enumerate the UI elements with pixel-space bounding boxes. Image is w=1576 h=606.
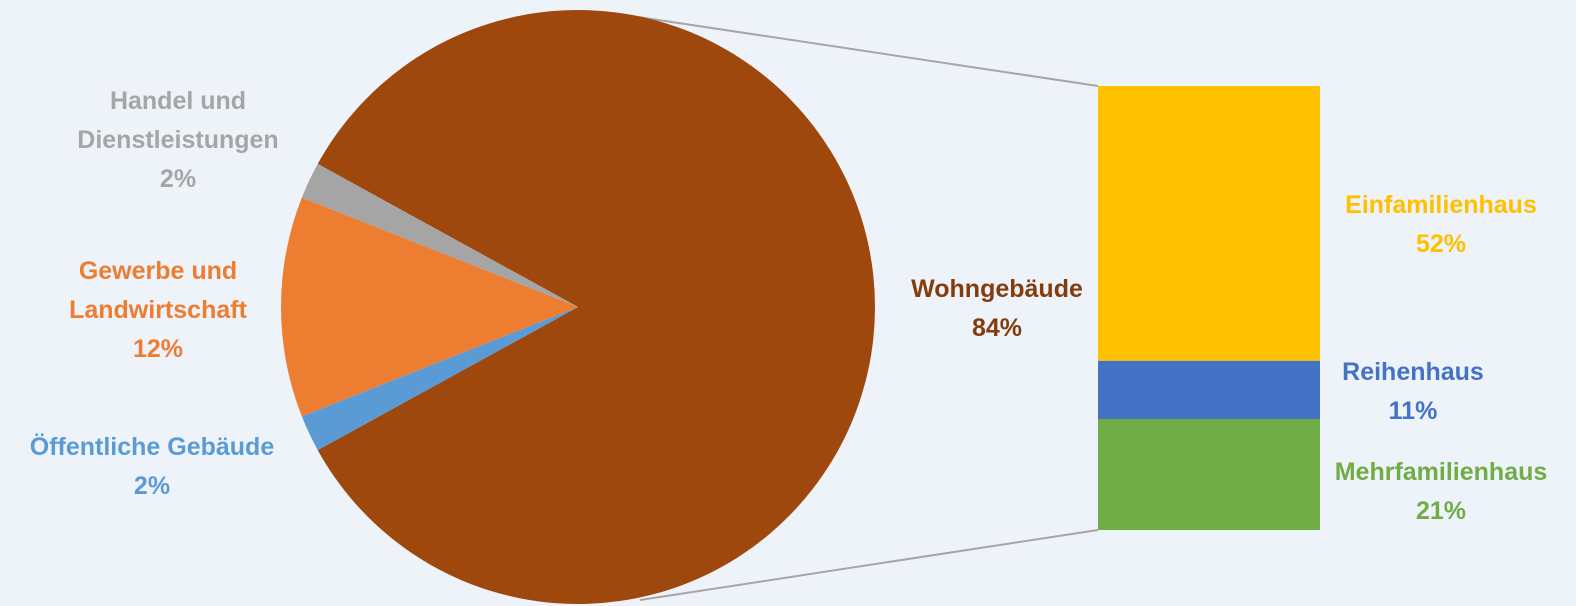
value-label: 11% <box>1388 397 1438 425</box>
data-label: Einfamilienhaus 52% <box>1291 186 1576 264</box>
value-label: 52% <box>1415 230 1467 258</box>
category-label: Handel und Dienstleistungen <box>77 87 279 154</box>
value-label: 12% <box>132 335 184 363</box>
pie-slice <box>301 307 578 451</box>
value-label: 84% <box>971 314 1023 342</box>
pie-slice <box>280 197 578 417</box>
data-label: Reihenhaus 11% <box>1263 353 1563 431</box>
value-label: 2% <box>133 472 171 500</box>
data-label: Handel und Dienstleistungen 2% <box>58 82 298 199</box>
connector-line <box>639 529 1099 601</box>
value-label: 21% <box>1415 497 1467 525</box>
pie-slice <box>317 9 875 604</box>
category-label: Mehrfamilienhaus <box>1334 458 1548 486</box>
data-label: Mehrfamilienhaus 21% <box>1291 453 1576 531</box>
bar-segment <box>1098 419 1320 530</box>
connector-line <box>611 12 1099 87</box>
category-label: Einfamilienhaus <box>1345 191 1537 219</box>
category-label: Öffentliche Gebäude <box>29 433 275 461</box>
category-label: Wohngebäude <box>911 275 1083 303</box>
category-label: Gewerbe und Landwirtschaft <box>69 257 247 324</box>
category-label: Reihenhaus <box>1342 358 1484 386</box>
value-label: 2% <box>159 165 197 193</box>
pie-slice <box>301 163 578 307</box>
data-label: Öffentliche Gebäude 2% <box>2 428 302 506</box>
data-label: Wohngebäude 84% <box>887 270 1107 348</box>
bar-segment <box>1098 86 1320 361</box>
data-label: Gewerbe und Landwirtschaft 12% <box>48 252 268 369</box>
bar-segment <box>1098 360 1320 419</box>
